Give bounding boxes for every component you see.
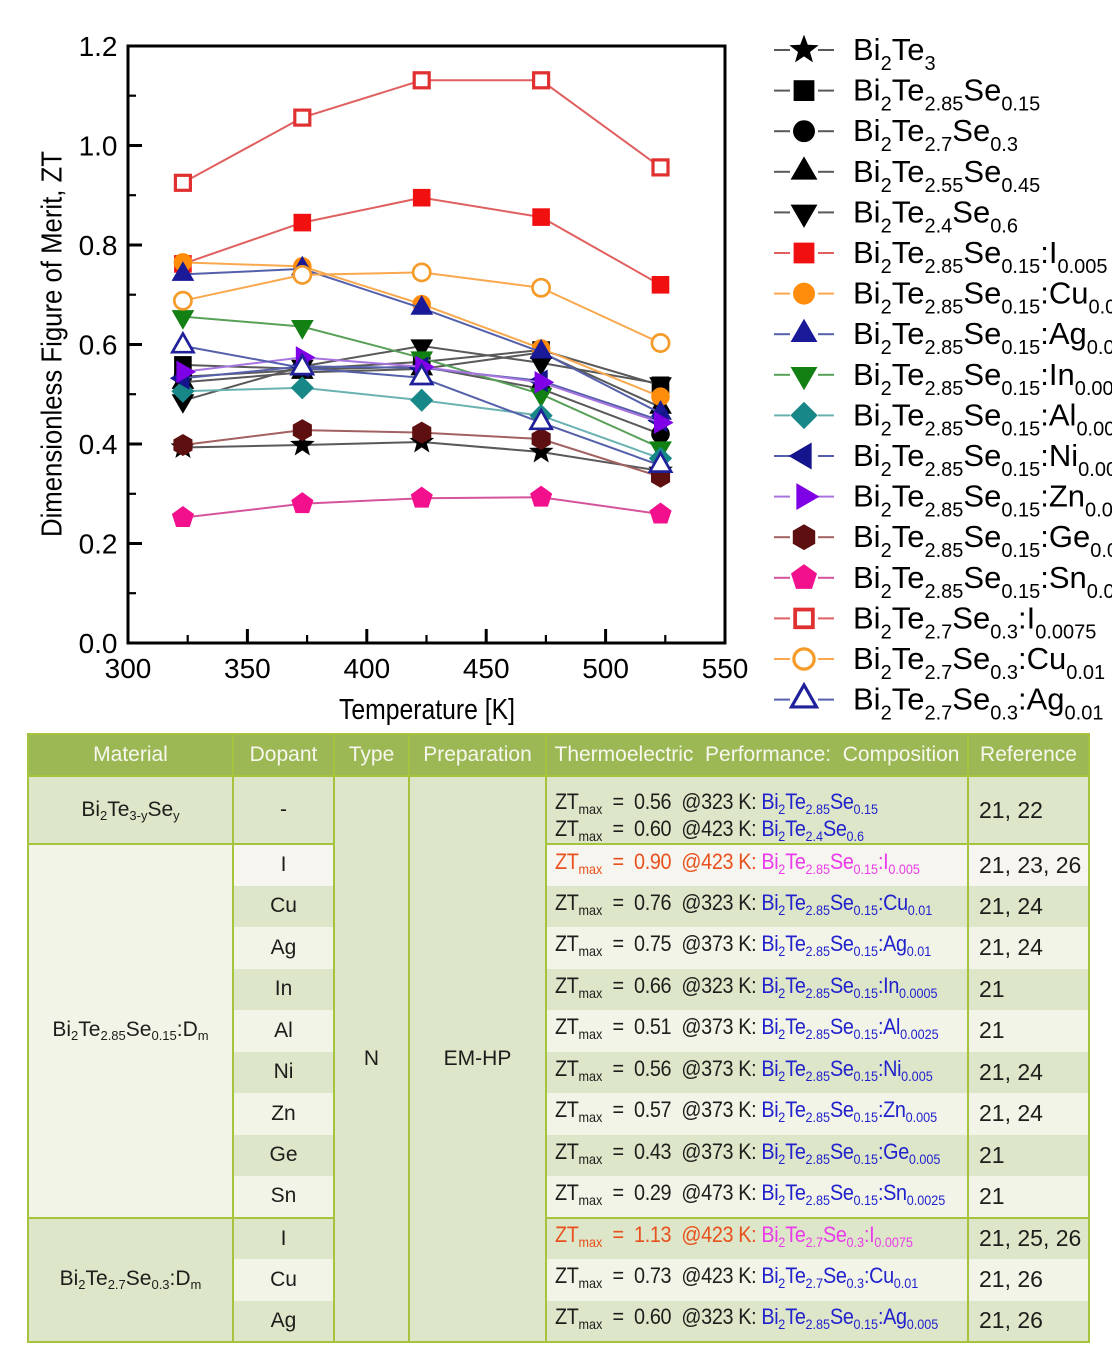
svg-text:550: 550 [702,653,749,684]
svg-text:Bi2Te2.55Se0.45: Bi2Te2.55Se0.45 [853,154,1040,197]
svg-text:Bi2Te2.7Se0.3:Cu0.01: Bi2Te2.7Se0.3:Cu0.01 [853,641,1105,684]
svg-text:400: 400 [343,653,390,684]
svg-text:1.0: 1.0 [79,131,118,162]
svg-text:300: 300 [105,653,152,684]
svg-text:Bi2Te2.85Se0.15:Al0.0025: Bi2Te2.85Se0.15:Al0.0025 [853,397,1112,440]
svg-text:Bi2Te2.7Se0.3: Bi2Te2.7Se0.3 [853,113,1018,156]
svg-text:Bi2Te2.85Se0.15:Sn0.0025: Bi2Te2.85Se0.15:Sn0.0025 [853,560,1112,603]
svg-text:0.8: 0.8 [79,230,118,261]
svg-text:Bi2Te2.85Se0.15:In0.0025: Bi2Te2.85Se0.15:In0.0025 [853,357,1112,400]
svg-text:0.4: 0.4 [79,429,118,460]
svg-text:1.2: 1.2 [79,31,118,62]
svg-text:Temperature [K]: Temperature [K] [339,694,515,726]
svg-text:Dimensionless Figure of Merit,: Dimensionless Figure of Merit, ZT [37,151,69,537]
svg-text:Bi2Te2.85Se0.15:I0.005: Bi2Te2.85Se0.15:I0.005 [853,235,1108,278]
svg-text:Bi2Te3: Bi2Te3 [853,32,936,75]
svg-text:0.2: 0.2 [79,529,118,560]
svg-text:Bi2Te2.85Se0.15:Ge0.005: Bi2Te2.85Se0.15:Ge0.005 [853,519,1112,562]
svg-text:0.6: 0.6 [79,330,118,361]
svg-text:0.0: 0.0 [79,628,118,659]
svg-text:Bi2Te2.7Se0.3:Ag0.01: Bi2Te2.7Se0.3:Ag0.01 [853,682,1103,725]
svg-text:350: 350 [224,653,271,684]
svg-text:450: 450 [463,653,510,684]
svg-text:Bi2Te2.4Se0.6: Bi2Te2.4Se0.6 [853,194,1018,237]
svg-text:Bi2Te2.85Se0.15:Ni0.005: Bi2Te2.85Se0.15:Ni0.005 [853,438,1112,481]
svg-text:Bi2Te2.85Se0.15:Ag0.01: Bi2Te2.85Se0.15:Ag0.01 [853,316,1112,359]
svg-text:Bi2Te2.85Se0.15:Cu0.01: Bi2Te2.85Se0.15:Cu0.01 [853,276,1112,319]
svg-text:Bi2Te2.85Se0.15: Bi2Te2.85Se0.15 [853,73,1040,116]
svg-text:500: 500 [582,653,629,684]
svg-text:Bi2Te2.85Se0.15:Zn0.005: Bi2Te2.85Se0.15:Zn0.005 [853,479,1112,522]
svg-text:Bi2Te2.7Se0.3:I0.0075: Bi2Te2.7Se0.3:I0.0075 [853,600,1096,643]
